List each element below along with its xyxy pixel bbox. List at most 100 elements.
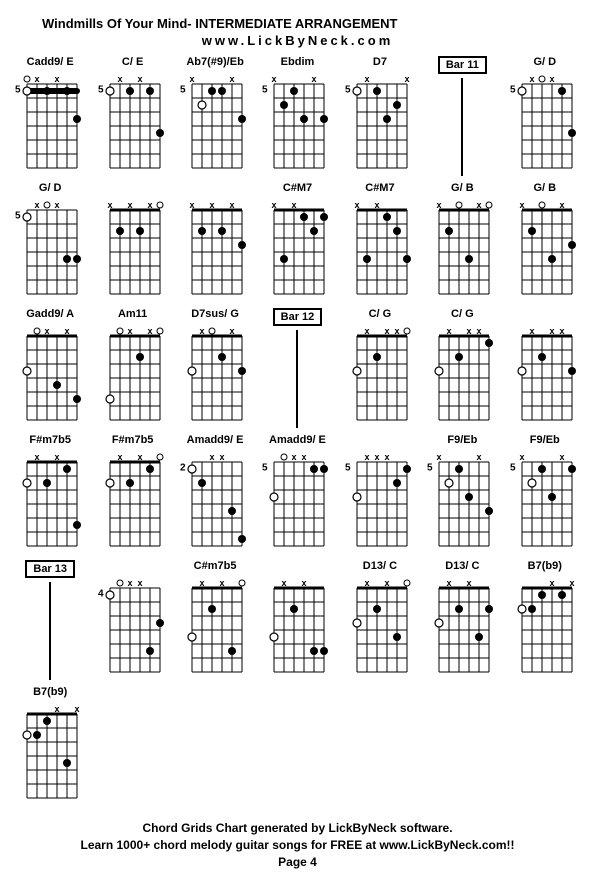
svg-text:5: 5	[510, 462, 516, 473]
svg-text:x: x	[549, 578, 554, 588]
svg-text:x: x	[529, 74, 534, 84]
svg-text:x: x	[190, 74, 195, 84]
svg-text:x: x	[147, 200, 152, 210]
svg-text:x: x	[35, 452, 40, 462]
chord-diagram: F9/Eb5xx	[426, 434, 498, 554]
svg-text:x: x	[477, 200, 482, 210]
chord-diagram: xxx	[179, 182, 251, 302]
svg-text:x: x	[312, 74, 317, 84]
bar-marker: Bar 11	[426, 56, 498, 176]
chord-label: D13/ C	[363, 560, 397, 574]
bar-label: Bar 11	[438, 56, 487, 74]
svg-text:2: 2	[180, 462, 186, 473]
chord-diagram: G/ D5xx	[14, 182, 86, 302]
svg-text:x: x	[384, 452, 389, 462]
chord-diagram: Gadd9/ Axx	[14, 308, 86, 428]
chord-diagram: G/ Bxx	[426, 182, 498, 302]
svg-text:x: x	[447, 326, 452, 336]
svg-text:4: 4	[98, 588, 104, 599]
svg-text:x: x	[190, 200, 195, 210]
svg-text:x: x	[477, 452, 482, 462]
svg-text:5: 5	[15, 84, 21, 95]
footer-line2: Learn 1000+ chord melody guitar songs fo…	[12, 837, 583, 854]
svg-text:5: 5	[345, 84, 351, 95]
svg-text:x: x	[447, 578, 452, 588]
chord-diagram: G/ D5xx	[509, 56, 581, 176]
svg-text:5: 5	[180, 84, 186, 95]
chord-label: G/ B	[451, 182, 474, 196]
svg-text:x: x	[147, 326, 152, 336]
chord-diagram: D7sus/ Gxx	[179, 308, 251, 428]
chord-label: F#m7b5	[112, 434, 154, 448]
svg-text:x: x	[519, 452, 524, 462]
chord-diagram: B7(b9)xx	[14, 686, 86, 806]
svg-text:x: x	[292, 200, 297, 210]
svg-text:x: x	[117, 74, 122, 84]
svg-text:x: x	[55, 74, 60, 84]
svg-text:x: x	[55, 704, 60, 714]
chord-diagram: Ab7(#9)/Eb5xx	[179, 56, 251, 176]
chord-label: Amadd9/ E	[269, 434, 326, 448]
svg-text:x: x	[137, 452, 142, 462]
chord-label: D13/ C	[445, 560, 479, 574]
chord-diagram: F9/Eb5xx	[509, 434, 581, 554]
svg-text:x: x	[65, 326, 70, 336]
svg-text:x: x	[364, 74, 369, 84]
svg-text:x: x	[477, 326, 482, 336]
chord-diagram: C/ E5xx	[97, 56, 169, 176]
chord-diagram: C#m7b5xx	[179, 560, 251, 680]
svg-text:x: x	[437, 200, 442, 210]
svg-text:x: x	[127, 578, 132, 588]
chord-label: Ab7(#9)/Eb	[186, 56, 243, 70]
svg-text:x: x	[519, 200, 524, 210]
svg-text:x: x	[35, 74, 40, 84]
svg-text:x: x	[549, 326, 554, 336]
svg-text:x: x	[35, 200, 40, 210]
chord-diagram: D13/ Cxx	[426, 560, 498, 680]
page-title: Windmills Of Your Mind- INTERMEDIATE ARR…	[42, 16, 583, 31]
chord-diagram: C/ Gxxx	[344, 308, 416, 428]
svg-text:x: x	[75, 704, 80, 714]
footer-line3: Page 4	[12, 854, 583, 871]
svg-text:x: x	[354, 200, 359, 210]
svg-text:x: x	[127, 326, 132, 336]
bar-line	[296, 330, 298, 428]
bar-label: Bar 12	[273, 308, 323, 326]
svg-text:x: x	[374, 200, 379, 210]
svg-text:x: x	[272, 200, 277, 210]
svg-text:x: x	[230, 74, 235, 84]
svg-text:x: x	[55, 452, 60, 462]
bar-line	[461, 78, 463, 176]
svg-text:x: x	[364, 578, 369, 588]
bar-line	[49, 582, 51, 680]
chord-diagram: 4xx	[97, 560, 169, 680]
svg-text:x: x	[384, 326, 389, 336]
svg-text:x: x	[569, 578, 574, 588]
chord-diagram: F#m7b5xx	[97, 434, 169, 554]
svg-text:x: x	[394, 326, 399, 336]
footer: Chord Grids Chart generated by LickByNec…	[12, 820, 583, 870]
svg-text:x: x	[302, 452, 307, 462]
svg-text:x: x	[230, 326, 235, 336]
chord-label: Cadd9/ E	[27, 56, 74, 70]
svg-text:x: x	[559, 452, 564, 462]
chord-label: Ebdim	[281, 56, 315, 70]
chord-diagram: F#m7b5xx	[14, 434, 86, 554]
chord-label: Amadd9/ E	[187, 434, 244, 448]
svg-text:x: x	[220, 578, 225, 588]
chord-label: F9/Eb	[447, 434, 477, 448]
svg-text:x: x	[230, 200, 235, 210]
chord-label: C/ G	[369, 308, 392, 322]
chord-label: Am11	[118, 308, 147, 322]
chord-diagram: Amadd9/ E5xx	[261, 434, 333, 554]
chord-label: C/ E	[122, 56, 143, 70]
svg-text:x: x	[292, 452, 297, 462]
chord-label: G/ B	[533, 182, 556, 196]
svg-text:x: x	[559, 326, 564, 336]
bar-marker: Bar 12	[261, 308, 333, 428]
svg-text:x: x	[529, 326, 534, 336]
svg-text:x: x	[210, 200, 215, 210]
svg-text:x: x	[384, 578, 389, 588]
svg-text:x: x	[107, 200, 112, 210]
svg-text:5: 5	[15, 210, 21, 221]
